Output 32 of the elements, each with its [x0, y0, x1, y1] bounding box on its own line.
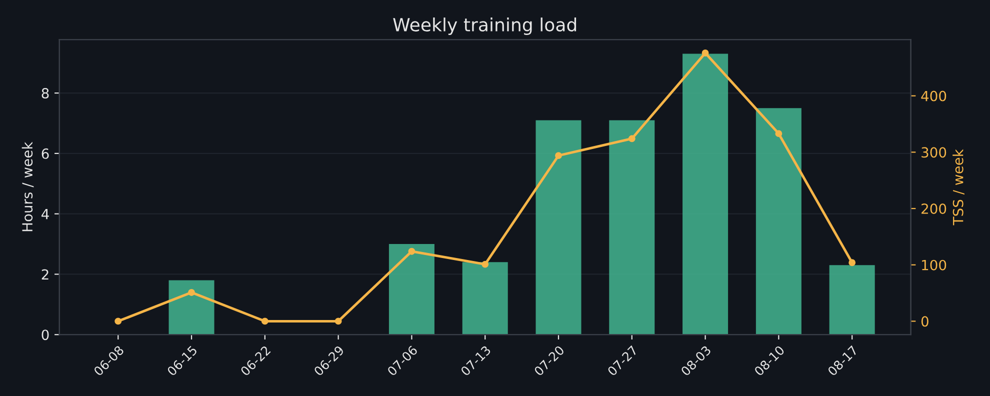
point — [702, 50, 709, 56]
y-tick-label: 6 — [42, 148, 49, 159]
point — [261, 318, 268, 325]
point — [188, 289, 195, 296]
y2-tick-label: 100 — [922, 260, 946, 270]
y2-axis-title: TSS / week — [952, 149, 964, 226]
bar — [756, 108, 802, 335]
point — [482, 260, 489, 268]
y-tick-label: 4 — [42, 208, 49, 220]
y-tick-label: 0 — [42, 330, 49, 340]
chart-title: Weekly training load — [393, 18, 576, 36]
y-tick-label: 8 — [42, 88, 49, 99]
bar — [829, 265, 875, 335]
y-axis-title: Hours / week — [22, 142, 34, 232]
point — [775, 130, 782, 138]
y2-tick-label: 200 — [922, 203, 946, 214]
point — [555, 152, 562, 160]
point — [408, 248, 416, 255]
bar — [462, 262, 508, 335]
y2-tick-label: 300 — [922, 147, 946, 158]
bar — [682, 54, 728, 335]
y-tick-label: 2 — [42, 269, 48, 280]
y2-tick-label: 0 — [921, 316, 928, 327]
point — [114, 318, 122, 325]
point — [334, 318, 342, 325]
bar — [168, 280, 214, 335]
point — [848, 259, 856, 266]
y2-tick-label: 400 — [921, 90, 946, 102]
point — [628, 135, 636, 142]
bar — [609, 120, 655, 335]
bar — [388, 244, 434, 335]
bar — [536, 120, 582, 335]
